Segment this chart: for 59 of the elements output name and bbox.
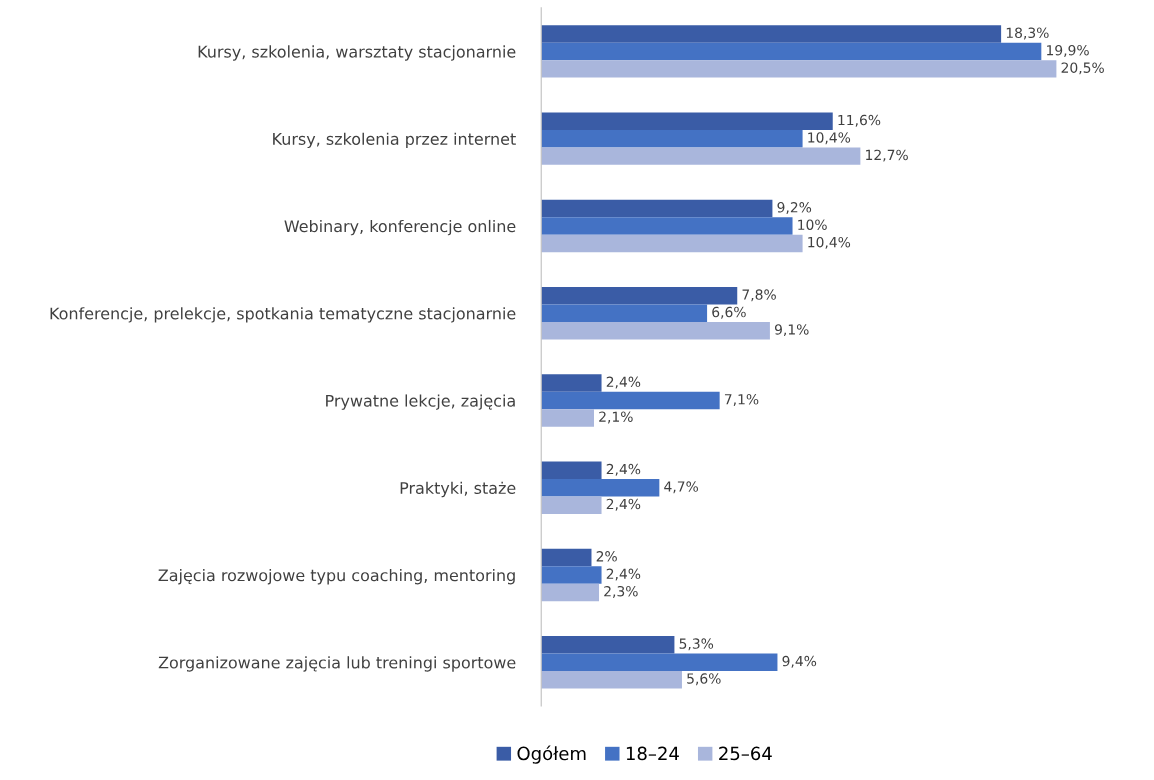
- y-tick-label: Kursy, szkolenia, warsztaty stacjonarnie: [198, 45, 516, 61]
- data-label: 10,4%: [808, 236, 851, 249]
- data-label: 20,5%: [1061, 62, 1104, 75]
- bar: [541, 42, 1042, 61]
- bar: [541, 60, 1057, 78]
- data-label: 2,4%: [606, 376, 641, 389]
- bar: [541, 391, 720, 410]
- bar: [541, 566, 602, 584]
- bar: [541, 25, 1002, 43]
- bar: [541, 304, 708, 322]
- legend-label: 25–64: [719, 746, 772, 761]
- data-label: 10%: [798, 219, 827, 230]
- bar: [541, 671, 682, 689]
- bar: [541, 548, 592, 567]
- bar: [541, 147, 861, 165]
- y-tick-label: Prywatne lekcje, zajęcia: [326, 394, 515, 410]
- bar: [541, 234, 803, 253]
- bar: [541, 479, 660, 497]
- bar: [541, 653, 778, 671]
- data-label: 7,1%: [724, 394, 759, 406]
- data-label: 19,9%: [1047, 44, 1089, 57]
- bar: [541, 636, 675, 654]
- bar: [541, 374, 602, 392]
- bar: [541, 409, 594, 427]
- bar: [541, 129, 803, 148]
- data-label: 12,7%: [866, 149, 908, 162]
- data-label: 18,3%: [1006, 27, 1049, 40]
- y-tick-label: Kursy, szkolenia przez internet: [273, 132, 516, 149]
- data-label: 7,8%: [742, 289, 776, 302]
- y-tick-label: Zorganizowane zajęcia lub treningi sportowe: [158, 656, 516, 672]
- data-label: 2,4%: [606, 498, 641, 511]
- y-tick-label: Zajęcia rozwojowe typu coaching, mentoring: [158, 568, 515, 585]
- data-label: 2,4%: [606, 568, 641, 581]
- data-label: 5,6%: [687, 673, 721, 686]
- data-label: 2,3%: [604, 585, 638, 598]
- data-label: 5,3%: [679, 638, 714, 651]
- data-label: 4,7%: [664, 481, 699, 494]
- data-label: 6,6%: [712, 306, 746, 319]
- y-tick-label: Praktyki, staże: [400, 481, 516, 498]
- bar: [541, 583, 600, 602]
- data-label: 9,1%: [774, 324, 809, 337]
- legend-label: Ogółem: [517, 745, 586, 764]
- data-label: 9,4%: [782, 655, 817, 668]
- data-label: 2%: [596, 551, 617, 562]
- data-label: 2,4%: [606, 463, 641, 476]
- data-label: 11,6%: [838, 114, 881, 127]
- bar: [541, 496, 602, 514]
- bar: [541, 199, 773, 218]
- bar: [541, 287, 738, 305]
- legend-label: 18–24: [626, 746, 679, 761]
- bar: [541, 321, 770, 340]
- data-label: 10,4%: [808, 132, 851, 145]
- bar: [541, 217, 793, 235]
- bar: [541, 461, 602, 480]
- data-label: 2,1%: [599, 411, 633, 424]
- y-tick-label: Konferencje, prelekcje, spotkania tematyczne stacjonarnie: [50, 307, 516, 323]
- y-tick-label: Webinary, konferencje online: [284, 219, 516, 236]
- data-label: 9,2%: [777, 202, 812, 214]
- bar: [541, 112, 833, 130]
